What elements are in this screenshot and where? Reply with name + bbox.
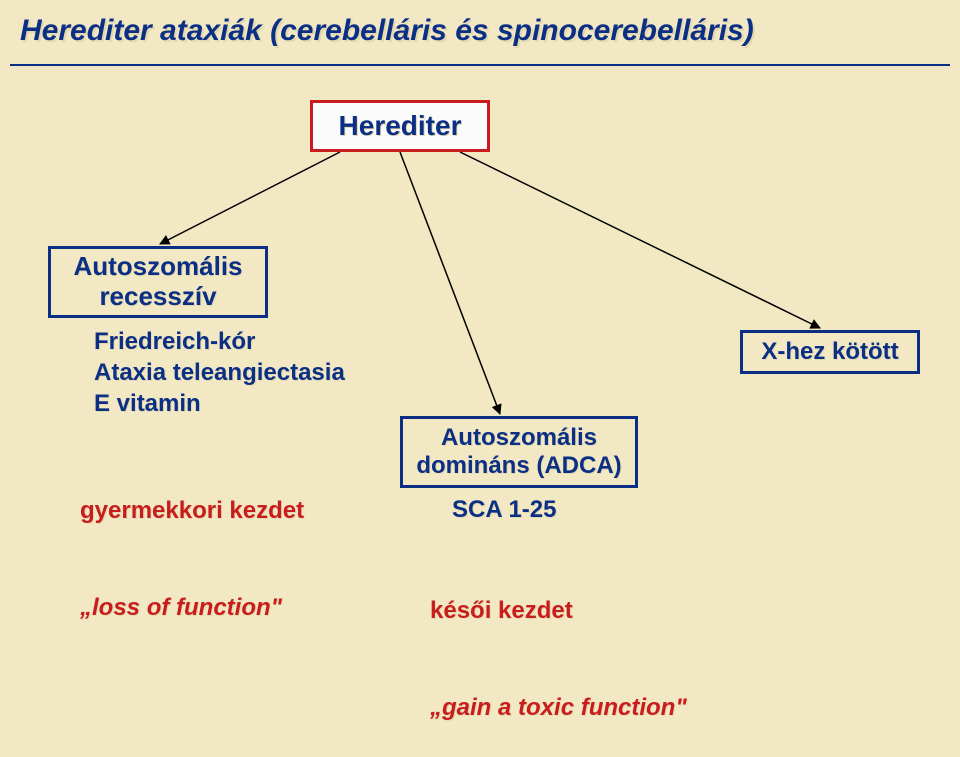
page-title: Herediter ataxiák (cerebelláris és spino… (20, 14, 754, 48)
ar-details: Friedreich-kór Ataxia teleangiectasia E … (94, 326, 345, 420)
ad-sub-line1: késői kezdet (430, 595, 687, 627)
title-rule (10, 64, 950, 66)
root-box: Herediter (310, 100, 490, 152)
ad-sub-line2: „gain a toxic function" (430, 692, 687, 724)
ad-sub: késői kezdet „gain a toxic function" (430, 530, 687, 757)
x-box-label: X-hez kötött (761, 338, 898, 366)
ar-box-line1: Autoszomális (73, 252, 242, 282)
ar-sub: gyermekkori kezdet „loss of function" (80, 430, 304, 657)
ar-sub-line2: „loss of function" (80, 592, 304, 624)
ad-box-line2: domináns (ADCA) (416, 452, 621, 480)
ad-box-line1: Autoszomális (416, 424, 621, 452)
ad-details: SCA 1-25 (452, 496, 556, 524)
root-box-label: Herediter (339, 110, 462, 142)
x-box: X-hez kötött (740, 330, 920, 374)
ar-sub-line1: gyermekkori kezdet (80, 495, 304, 527)
ar-box: Autoszomális recesszív (48, 246, 268, 318)
ad-box: Autoszomális domináns (ADCA) (400, 416, 638, 488)
ar-box-line2: recesszív (73, 282, 242, 312)
